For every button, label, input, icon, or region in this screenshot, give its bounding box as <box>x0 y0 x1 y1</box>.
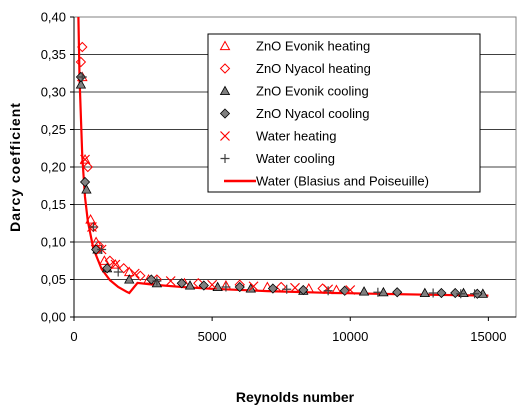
data-point-series-6 <box>323 286 333 296</box>
data-point-series-1 <box>110 258 121 269</box>
data-point-series-5 <box>248 281 259 292</box>
data-point-series-1 <box>85 213 96 224</box>
data-point-series-2 <box>77 41 88 53</box>
data-point-series-2 <box>135 270 146 281</box>
data-point-series-3 <box>124 274 135 284</box>
data-point-series-4 <box>298 284 309 296</box>
x-axis-ticks: 0 5000 10000 15000 <box>70 317 506 344</box>
y-tick-label: 0,30 <box>41 85 66 100</box>
y-tick-label: 0,35 <box>41 47 66 62</box>
y-tick-label: 0,20 <box>41 160 66 175</box>
data-point-series-1 <box>331 284 342 295</box>
y-axis-ticks: 0,00 0,05 0,10 0,15 0,20 0,25 0,30 0,35 0,40 <box>41 10 74 325</box>
legend-label-2: ZnO Nyacol heating <box>256 61 371 76</box>
x-axis-title: Reynolds number <box>236 389 355 405</box>
legend-symbol-1 <box>219 40 231 51</box>
legend-box <box>207 33 481 193</box>
legend-symbol-4 <box>219 108 231 119</box>
data-point-series-3 <box>81 184 92 194</box>
data-point-series-3 <box>75 79 87 89</box>
data-point-series-5 <box>165 276 176 286</box>
data-point-series-2 <box>104 255 116 266</box>
data-point-series-4 <box>146 274 157 285</box>
data-point-series-4 <box>176 278 187 289</box>
data-point-series-6 <box>97 245 107 254</box>
data-point-series-5 <box>345 285 356 295</box>
x-tick-label: 5000 <box>198 329 227 344</box>
data-point-series-4 <box>234 281 245 293</box>
y-tick-label: 0,25 <box>41 122 66 137</box>
y-tick-label: 0,40 <box>41 10 66 25</box>
data-point-series-3 <box>419 287 431 298</box>
data-point-series-2 <box>275 281 287 293</box>
legend: ZnO Evonik heating ZnO Nyacol heating ZnO … <box>207 33 481 193</box>
data-point-series-6 <box>221 282 231 292</box>
y-tick-label: 0,10 <box>41 235 66 250</box>
data-point-series-6 <box>88 222 98 232</box>
y-tick-label: 0,00 <box>41 310 66 325</box>
y-axis-title: Darcy coefficient <box>7 102 23 232</box>
legend-label-7: Water (Blasius and Poiseuille) <box>256 174 429 189</box>
data-point-series-4 <box>436 287 447 299</box>
legend-label-6: Water cooling <box>256 151 335 166</box>
data-point-series-1 <box>79 153 91 164</box>
data-point-series-1 <box>99 255 110 265</box>
data-point-series-3 <box>245 283 256 293</box>
data-point-series-6 <box>77 72 87 82</box>
legend-label-5: Water heating <box>256 129 336 144</box>
data-point-series-6 <box>470 289 480 299</box>
x-tick-label: 10000 <box>332 329 368 344</box>
data-point-series-6 <box>428 288 438 298</box>
y-tick-label: 0,15 <box>41 197 66 212</box>
data-point-series-4 <box>198 280 209 291</box>
marker-layer <box>75 41 489 299</box>
data-point-series-2 <box>82 161 94 173</box>
data-point-series-4 <box>392 287 403 298</box>
data-point-series-2 <box>193 278 204 289</box>
legend-label-3: ZnO Evonik cooling <box>256 84 369 99</box>
data-point-series-5 <box>80 154 90 165</box>
legend-symbol-3 <box>219 85 231 95</box>
y-tick-label: 0,05 <box>41 272 66 287</box>
data-point-series-5 <box>207 279 218 290</box>
data-point-series-4 <box>267 283 278 294</box>
legend-symbol-6 <box>220 154 230 163</box>
data-point-series-2 <box>75 56 87 68</box>
legend-symbol-2 <box>219 63 231 74</box>
data-point-series-1 <box>303 282 315 293</box>
x-tick-label: 0 <box>70 329 77 344</box>
data-point-series-3 <box>184 280 196 290</box>
data-point-series-6 <box>282 284 292 294</box>
data-point-series-6 <box>456 289 466 299</box>
data-point-series-6 <box>373 287 383 297</box>
data-point-series-6 <box>152 276 162 286</box>
legend-symbol-5 <box>220 131 230 141</box>
data-point-series-4 <box>450 287 461 299</box>
data-point-series-5 <box>129 268 140 279</box>
data-point-series-2 <box>118 263 129 274</box>
data-point-series-1 <box>262 281 273 292</box>
data-point-series-4 <box>102 263 113 274</box>
data-point-series-3 <box>358 286 370 296</box>
data-point-series-5 <box>290 282 300 293</box>
data-point-series-4 <box>91 244 102 255</box>
data-point-series-6 <box>113 267 123 277</box>
legend-label-1: ZnO Evonik heating <box>256 39 370 54</box>
legend-label-4: ZnO Nyacol cooling <box>256 106 369 121</box>
data-point-series-4 <box>79 176 91 188</box>
x-tick-label: 15000 <box>470 329 506 344</box>
